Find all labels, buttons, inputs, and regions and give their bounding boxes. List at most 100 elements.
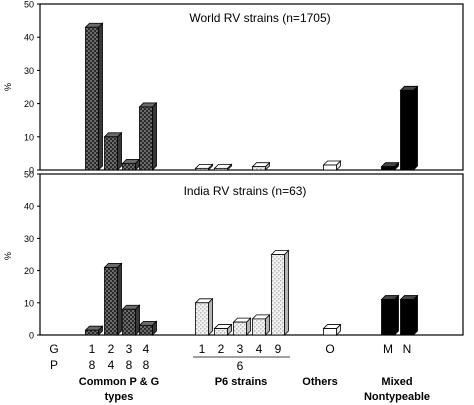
world-bar-6 bbox=[213, 163, 233, 171]
india-bar-12 bbox=[399, 294, 419, 336]
row-p-label: P bbox=[50, 358, 58, 372]
india-bar-7 bbox=[232, 317, 252, 336]
group-label-mixed: Mixed bbox=[381, 376, 412, 388]
world-bar-side bbox=[413, 85, 418, 171]
nontypeable-g-label: N bbox=[403, 342, 412, 356]
india-y-tick-label: 20 bbox=[24, 266, 34, 276]
world-bar-5 bbox=[194, 163, 214, 171]
india-bar-side bbox=[135, 304, 140, 336]
p6-g-label-4: 4 bbox=[256, 342, 263, 356]
india-y-tick-label: 0 bbox=[29, 331, 34, 341]
world-bar-2 bbox=[103, 131, 123, 171]
india-bar-front bbox=[271, 254, 285, 336]
world-y-tick-label: 30 bbox=[24, 66, 34, 76]
p6-p-label: 6 bbox=[237, 359, 244, 373]
group-label-p6: P6 strains bbox=[215, 376, 268, 388]
india-y-tick-label: 10 bbox=[24, 298, 34, 308]
world-bar-side bbox=[152, 101, 157, 171]
world-y-ticks: 0 10 20 30 40 50 bbox=[24, 0, 40, 176]
p6-g-label-3: 3 bbox=[237, 342, 244, 356]
world-bar-10 bbox=[322, 160, 342, 171]
world-y-tick-label: 20 bbox=[24, 99, 34, 109]
world-bar-4 bbox=[138, 101, 158, 171]
india-bar-8 bbox=[251, 313, 271, 336]
india-bar-9 bbox=[270, 249, 290, 336]
world-bar-front bbox=[139, 106, 153, 171]
india-bar-front bbox=[381, 299, 395, 336]
india-bars bbox=[84, 249, 419, 336]
india-bar-front bbox=[122, 308, 136, 336]
india-bar-front bbox=[233, 321, 247, 336]
india-bar-front bbox=[214, 328, 228, 336]
world-panel: World RV strains (n=1705) % 0 10 20 30 40 50 bbox=[3, 0, 464, 176]
india-bar-side bbox=[284, 249, 289, 336]
world-plot-frame bbox=[39, 3, 464, 171]
india-plot-frame bbox=[39, 173, 464, 336]
india-y-tick-label: 30 bbox=[24, 234, 34, 244]
world-bar-12 bbox=[399, 85, 419, 171]
row-g-label: G bbox=[49, 342, 58, 356]
common-p-label-1: 8 bbox=[89, 358, 96, 372]
others-g-label: O bbox=[325, 342, 334, 356]
india-panel-title: India RV strains (n=63) bbox=[184, 184, 307, 198]
world-bars bbox=[84, 22, 419, 171]
india-bar-10 bbox=[322, 323, 342, 336]
world-bar-front bbox=[122, 162, 136, 171]
p6-g-label-1: 1 bbox=[199, 342, 206, 356]
india-y-axis-label: % bbox=[3, 252, 13, 260]
world-bar-front bbox=[323, 164, 337, 171]
world-bar-front bbox=[85, 26, 99, 171]
common-g-label-3: 3 bbox=[126, 342, 133, 356]
common-p-label-4: 8 bbox=[143, 358, 150, 372]
world-bar-11 bbox=[380, 161, 400, 171]
india-bar-side bbox=[394, 294, 399, 336]
world-bar-front bbox=[381, 166, 395, 171]
common-g-label-2: 2 bbox=[108, 342, 115, 356]
world-bar-side bbox=[98, 22, 103, 171]
india-bar-11 bbox=[380, 294, 400, 336]
p6-g-label-5: 9 bbox=[275, 342, 282, 356]
mixed-g-label: M bbox=[383, 342, 393, 356]
india-bar-front bbox=[85, 329, 99, 336]
world-bar-front bbox=[195, 167, 209, 171]
india-bar-3 bbox=[121, 304, 141, 336]
common-g-label-1: 1 bbox=[89, 342, 96, 356]
group-label-nontypeable: Nontypeable bbox=[364, 391, 430, 403]
p6-g-label-2: 2 bbox=[218, 342, 225, 356]
india-y-ticks: 0 10 20 30 40 50 bbox=[24, 170, 40, 341]
world-bar-side bbox=[117, 131, 122, 171]
world-y-tick-label: 0 bbox=[29, 166, 34, 176]
world-bar-front bbox=[214, 167, 228, 171]
world-bar-3 bbox=[121, 158, 141, 171]
world-bar-front bbox=[400, 89, 414, 171]
india-bar-front bbox=[139, 324, 153, 336]
india-bar-side bbox=[413, 294, 418, 336]
world-y-tick-label: 40 bbox=[24, 33, 34, 43]
india-bar-front bbox=[252, 318, 266, 336]
group-label-common-line1: Common P & G bbox=[79, 376, 159, 388]
x-axis-labels: G P 1 2 3 4 8 4 8 8 1 2 3 4 9 6 O M N Co… bbox=[49, 342, 430, 403]
group-label-common-line2: types bbox=[105, 391, 134, 403]
india-panel: India RV strains (n=63) % 0 10 20 30 40 50 bbox=[3, 170, 464, 341]
world-y-tick-label: 10 bbox=[24, 132, 34, 142]
india-bar-front bbox=[323, 328, 337, 336]
india-y-tick-label: 50 bbox=[24, 170, 34, 180]
india-y-tick-label: 40 bbox=[24, 202, 34, 212]
world-panel-title: World RV strains (n=1705) bbox=[189, 11, 330, 25]
world-bar-8 bbox=[251, 161, 271, 171]
india-bar-side bbox=[208, 297, 213, 336]
india-bar-4 bbox=[138, 320, 158, 336]
group-label-others: Others bbox=[302, 376, 337, 388]
india-bar-1 bbox=[84, 325, 104, 336]
common-p-label-2: 4 bbox=[108, 358, 115, 372]
india-bar-5 bbox=[194, 297, 214, 336]
india-bar-2 bbox=[103, 262, 123, 336]
india-bar-6 bbox=[213, 323, 233, 336]
common-g-label-4: 4 bbox=[143, 342, 150, 356]
world-y-tick-label: 50 bbox=[24, 0, 34, 10]
common-p-label-3: 8 bbox=[126, 358, 133, 372]
world-bar-front bbox=[104, 136, 118, 171]
world-bar-1 bbox=[84, 22, 104, 171]
india-bar-front bbox=[400, 299, 414, 336]
